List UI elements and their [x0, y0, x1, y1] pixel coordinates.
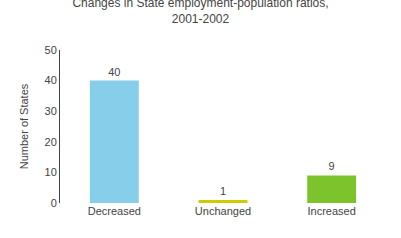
svg-text:Number of States: Number of States — [18, 83, 30, 169]
svg-text:40: 40 — [108, 66, 120, 78]
svg-text:30: 30 — [45, 105, 57, 117]
svg-text:Increased: Increased — [308, 205, 356, 217]
svg-text:Unchanged: Unchanged — [195, 205, 251, 217]
svg-text:Changes in State employment-po: Changes in State employment-population r… — [72, 0, 328, 26]
svg-text:9: 9 — [329, 160, 335, 172]
svg-text:0: 0 — [51, 197, 57, 209]
svg-text:Decreased: Decreased — [88, 205, 141, 217]
svg-text:50: 50 — [45, 44, 57, 56]
svg-text:1: 1 — [220, 185, 226, 197]
svg-text:20: 20 — [45, 136, 57, 148]
svg-text:40: 40 — [45, 74, 57, 86]
svg-text:10: 10 — [45, 166, 57, 178]
